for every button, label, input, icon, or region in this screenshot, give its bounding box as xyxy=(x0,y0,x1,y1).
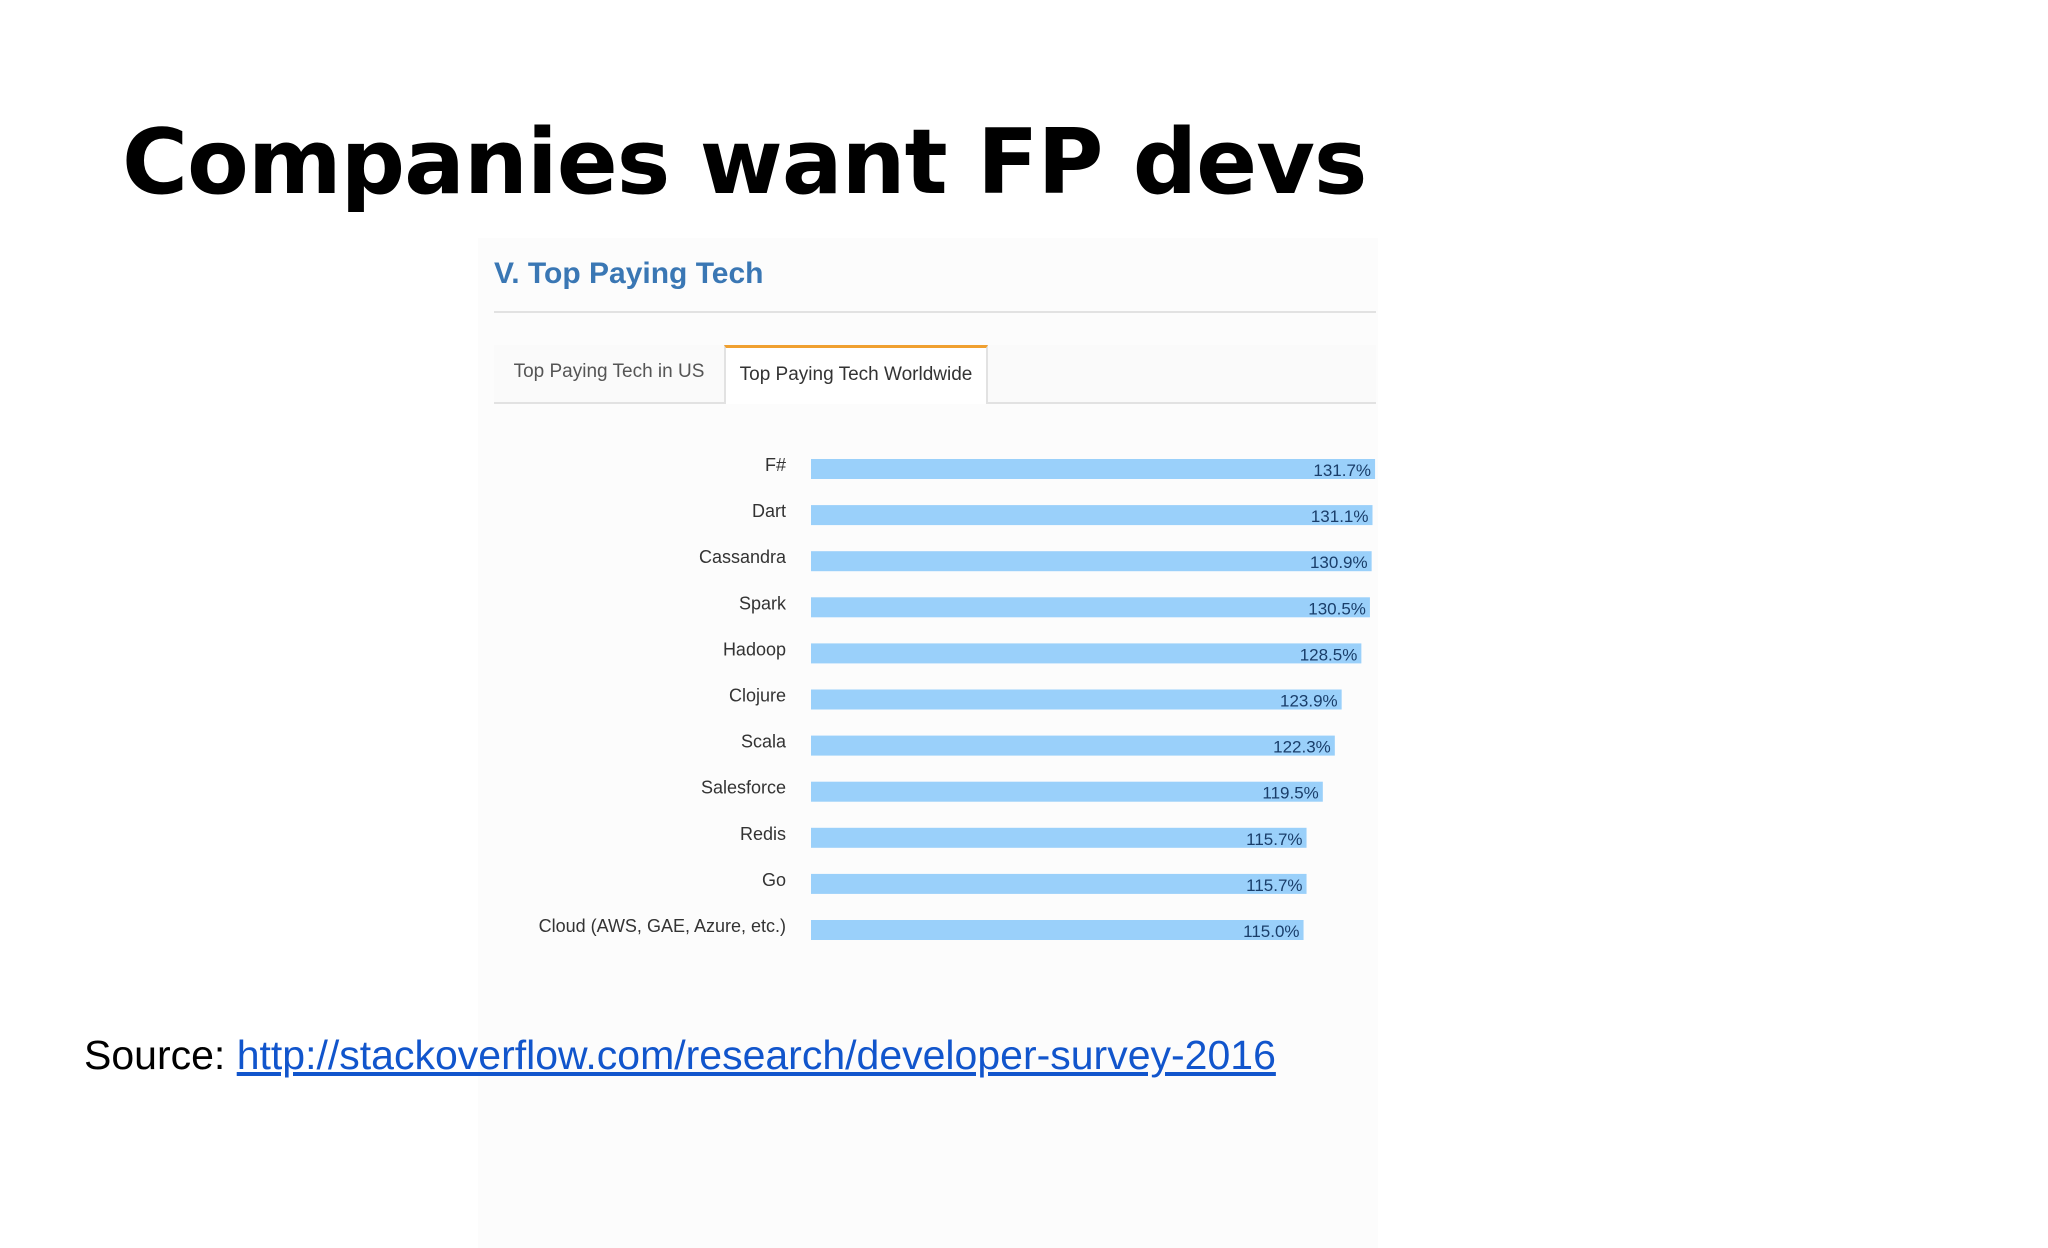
category-label: Redis xyxy=(740,824,786,844)
source-link[interactable]: http://stackoverflow.com/research/develo… xyxy=(236,1032,1276,1078)
tab-top-paying-worldwide[interactable]: Top Paying Tech Worldwide xyxy=(724,345,988,404)
bar xyxy=(811,873,1307,894)
value-label: 131.1% xyxy=(1311,507,1369,526)
value-label: 128.5% xyxy=(1300,645,1358,664)
bar xyxy=(811,459,1376,479)
bar xyxy=(811,781,1323,802)
bar xyxy=(811,551,1372,572)
value-label: 119.5% xyxy=(1262,784,1318,803)
category-label: Spark xyxy=(739,593,787,613)
value-label: 122.3% xyxy=(1273,738,1331,757)
category-label: Cloud (AWS, GAE, Azure, etc.) xyxy=(539,916,786,936)
category-label: Hadoop xyxy=(723,639,786,659)
category-label: Cassandra xyxy=(699,547,787,567)
source-line: Source: http://stackoverflow.com/researc… xyxy=(84,1030,1276,1080)
value-label: 115.7% xyxy=(1246,830,1302,849)
value-label: 115.0% xyxy=(1243,922,1299,941)
section-divider xyxy=(494,311,1376,313)
bar xyxy=(811,920,1304,940)
category-label: Clojure xyxy=(729,686,786,706)
category-label: F# xyxy=(765,455,786,475)
bar xyxy=(811,689,1342,710)
category-label: Dart xyxy=(752,501,786,521)
bar xyxy=(811,505,1373,526)
tab-bar: Top Paying Tech in US Top Paying Tech Wo… xyxy=(494,345,1376,404)
value-label: 131.7% xyxy=(1313,461,1371,480)
value-label: 130.9% xyxy=(1310,553,1368,572)
top-paying-tech-chart: F# 131.7% Dart 131.1% Cassandra 130.9% Spark 13… xyxy=(539,455,1376,941)
slide-title: Companies want FP devs xyxy=(122,110,1367,215)
bar xyxy=(811,827,1307,848)
value-label: 123.9% xyxy=(1280,692,1338,711)
category-label: Scala xyxy=(741,732,787,752)
tab-top-paying-us[interactable]: Top Paying Tech in US xyxy=(513,361,705,382)
category-label: Salesforce xyxy=(701,778,786,798)
bar xyxy=(811,643,1362,664)
section-title: V. Top Paying Tech xyxy=(494,257,764,290)
value-label: 130.5% xyxy=(1308,599,1366,618)
category-label: Go xyxy=(762,870,786,890)
source-label: Source: xyxy=(84,1032,226,1078)
value-label: 115.7% xyxy=(1246,876,1302,895)
bar xyxy=(811,597,1370,618)
bar xyxy=(811,735,1335,756)
